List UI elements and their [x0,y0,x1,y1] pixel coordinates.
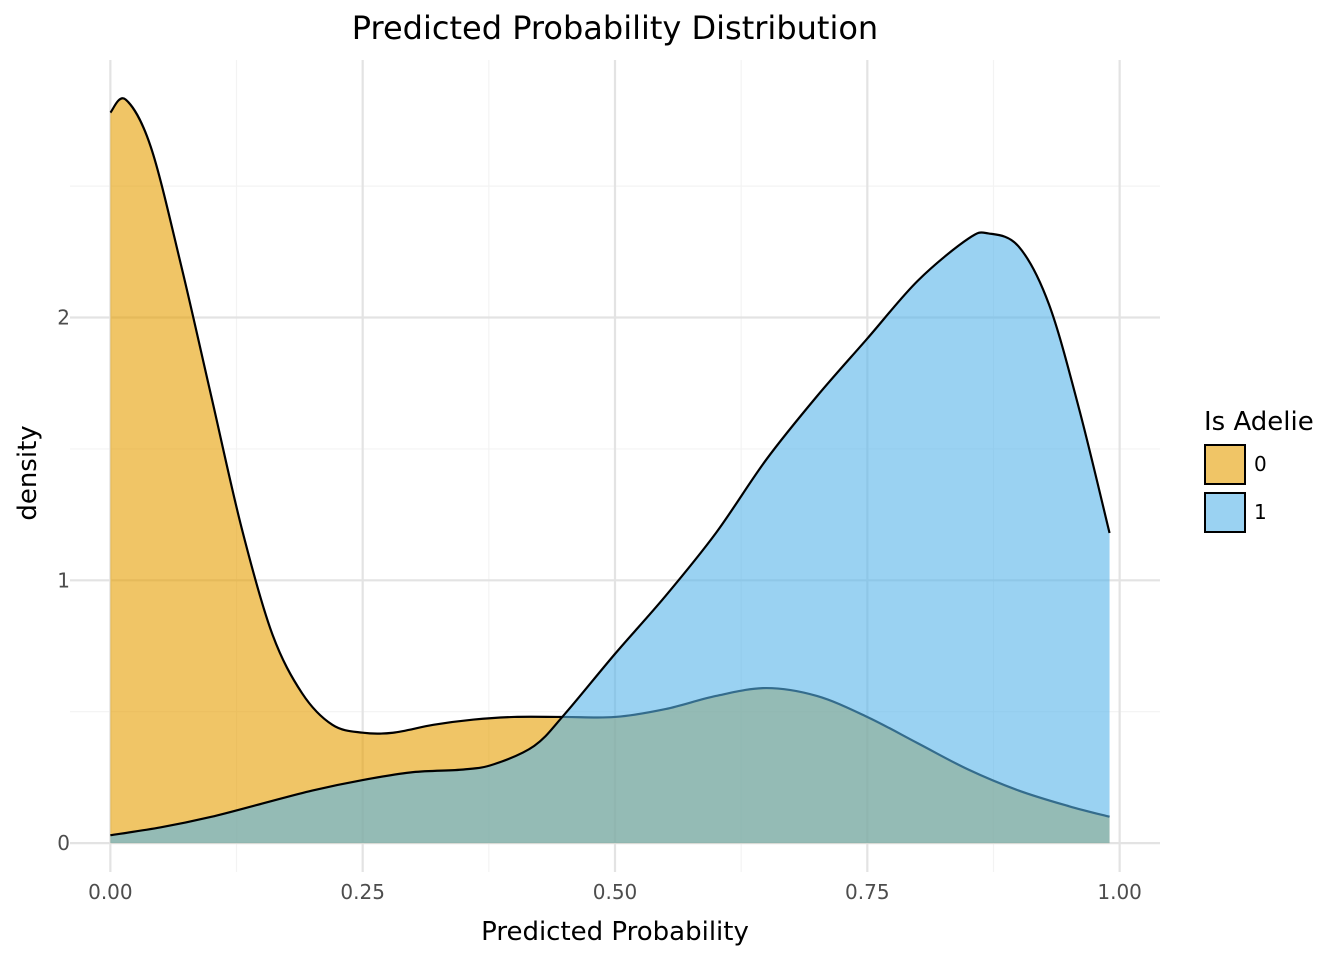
y-tick-label: 1 [57,568,70,592]
x-axis: 0.00 0.25 0.50 0.75 1.00 [88,880,1142,904]
density-area-1 [110,232,1110,844]
x-tick-label: 0.25 [340,880,385,904]
legend-title: Is Adelie [1204,407,1314,437]
legend-items: 01 [1204,444,1267,533]
legend-label-0: 0 [1254,452,1267,476]
x-tick-label: 0.50 [593,880,638,904]
x-tick-label: 0.00 [88,880,133,904]
x-tick-label: 0.75 [845,880,890,904]
density-area-0 [110,98,1110,844]
density-areas [109,97,1111,844]
y-tick-label: 2 [57,306,70,330]
x-tick-label: 1.00 [1097,880,1142,904]
legend: Is Adelie 01 [1204,407,1314,533]
legend-key-0 [1204,444,1246,485]
y-axis: 0 1 2 [57,306,70,856]
y-axis-title: density [13,425,43,520]
legend-label-1: 1 [1254,500,1267,524]
density-line-1 [110,231,1111,837]
chart-title: Predicted Probability Distribution [352,9,878,47]
y-tick-label: 0 [57,831,70,855]
legend-key-1 [1204,492,1246,533]
x-axis-title: Predicted Probability [481,917,749,947]
